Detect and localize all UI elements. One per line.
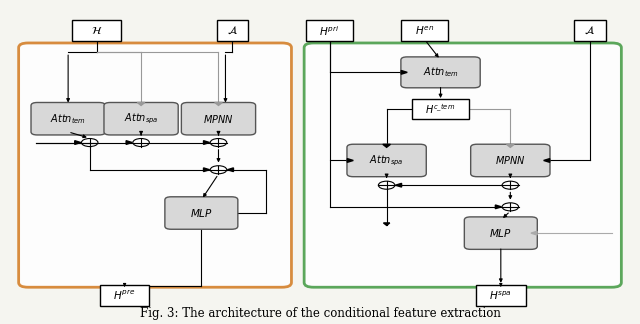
Text: $Attn_{spa}$: $Attn_{spa}$ bbox=[369, 153, 404, 168]
FancyBboxPatch shape bbox=[304, 43, 621, 287]
Text: $H^{pre}$: $H^{pre}$ bbox=[113, 289, 136, 302]
FancyBboxPatch shape bbox=[100, 285, 149, 307]
Text: $MPNN$: $MPNN$ bbox=[203, 113, 234, 125]
FancyBboxPatch shape bbox=[216, 20, 248, 41]
Text: $MLP$: $MLP$ bbox=[490, 227, 512, 239]
Text: Fig. 3: The architecture of the conditional feature extraction: Fig. 3: The architecture of the conditio… bbox=[140, 307, 500, 320]
FancyBboxPatch shape bbox=[165, 197, 238, 229]
Text: $H^{pri}$: $H^{pri}$ bbox=[319, 24, 340, 38]
FancyBboxPatch shape bbox=[401, 57, 480, 88]
Polygon shape bbox=[204, 141, 210, 145]
FancyBboxPatch shape bbox=[412, 99, 469, 120]
Polygon shape bbox=[75, 141, 81, 145]
Polygon shape bbox=[383, 223, 390, 226]
FancyBboxPatch shape bbox=[476, 285, 525, 307]
Polygon shape bbox=[495, 205, 502, 209]
Text: $Attn_{tem}$: $Attn_{tem}$ bbox=[422, 65, 458, 79]
Polygon shape bbox=[227, 168, 234, 172]
Text: $H^{en}$: $H^{en}$ bbox=[415, 24, 435, 37]
Text: $\mathcal{H}$: $\mathcal{H}$ bbox=[91, 25, 102, 36]
Polygon shape bbox=[383, 145, 390, 147]
FancyBboxPatch shape bbox=[470, 144, 550, 177]
Text: $Attn_{tem}$: $Attn_{tem}$ bbox=[50, 112, 86, 126]
FancyBboxPatch shape bbox=[465, 217, 538, 249]
Polygon shape bbox=[348, 159, 353, 162]
Text: $Attn_{spa}$: $Attn_{spa}$ bbox=[124, 111, 158, 126]
FancyBboxPatch shape bbox=[31, 102, 105, 135]
Polygon shape bbox=[137, 102, 145, 105]
FancyBboxPatch shape bbox=[347, 144, 426, 177]
FancyBboxPatch shape bbox=[19, 43, 291, 287]
Polygon shape bbox=[204, 168, 210, 172]
Polygon shape bbox=[401, 71, 407, 74]
FancyBboxPatch shape bbox=[104, 102, 178, 135]
Text: $MPNN$: $MPNN$ bbox=[495, 155, 525, 167]
Polygon shape bbox=[214, 102, 222, 105]
Polygon shape bbox=[543, 159, 550, 162]
Text: $H^{spa}$: $H^{spa}$ bbox=[490, 290, 512, 302]
Polygon shape bbox=[396, 183, 401, 187]
Text: $H^{c\_tem}$: $H^{c\_tem}$ bbox=[426, 103, 456, 116]
Polygon shape bbox=[531, 231, 537, 235]
Text: $\mathcal{A}$: $\mathcal{A}$ bbox=[227, 25, 238, 36]
FancyBboxPatch shape bbox=[574, 20, 605, 41]
Text: $MLP$: $MLP$ bbox=[190, 207, 213, 219]
Polygon shape bbox=[126, 141, 132, 145]
FancyBboxPatch shape bbox=[306, 20, 353, 41]
Text: $\mathcal{A}$: $\mathcal{A}$ bbox=[584, 25, 595, 36]
Polygon shape bbox=[506, 145, 514, 147]
FancyBboxPatch shape bbox=[72, 20, 122, 41]
FancyBboxPatch shape bbox=[401, 20, 449, 41]
FancyBboxPatch shape bbox=[181, 102, 255, 135]
